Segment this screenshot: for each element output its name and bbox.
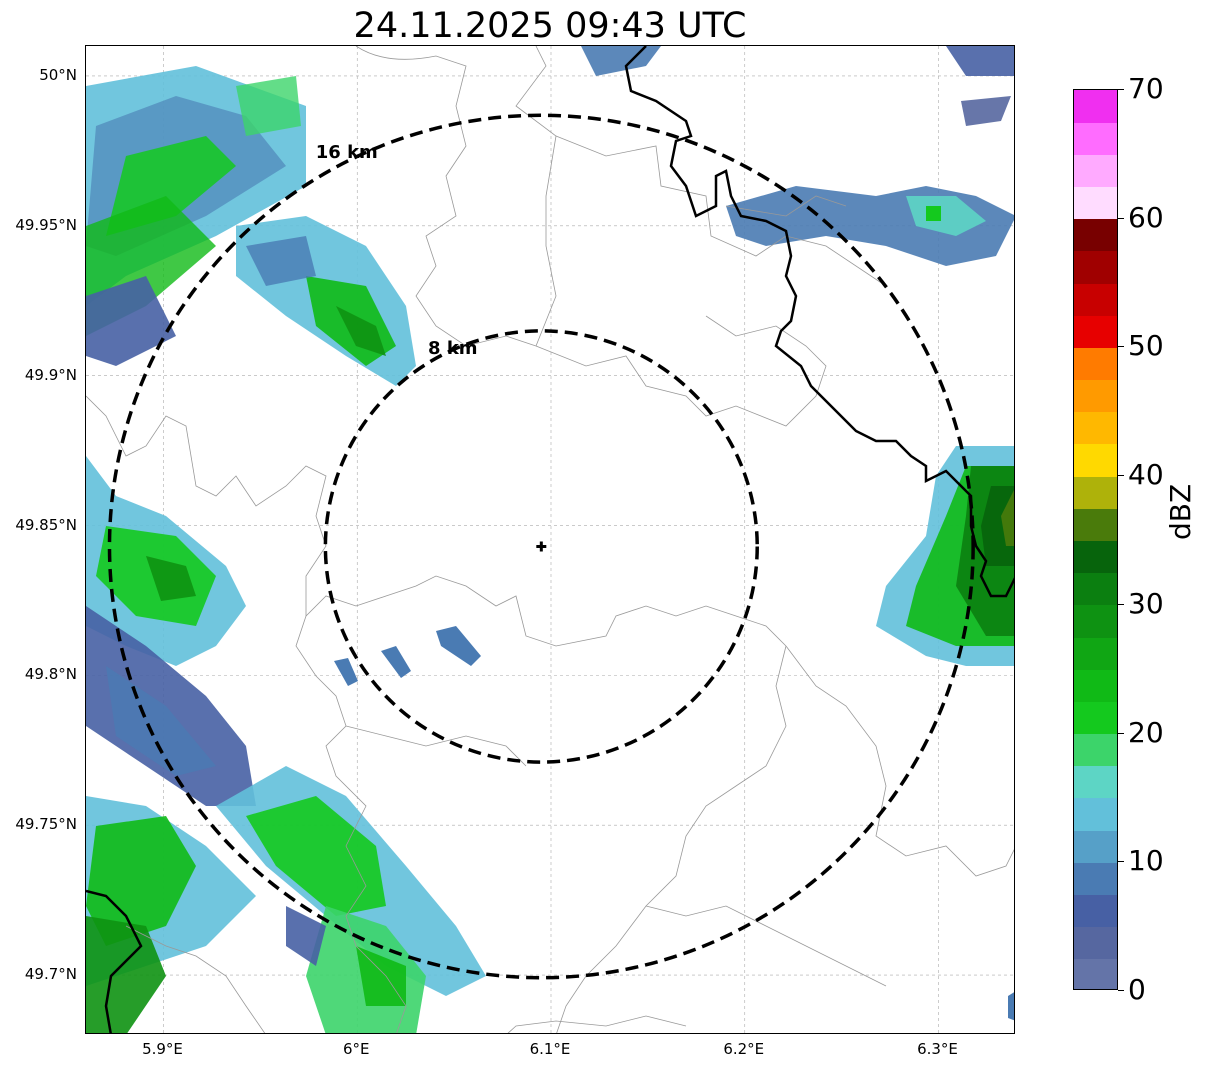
colorbar-tick-label: 70	[1128, 72, 1164, 105]
echo-cluster-northwest	[86, 66, 306, 366]
colorbar-bin	[1074, 701, 1117, 735]
colorbar-bin	[1074, 476, 1117, 509]
colorbar-bin	[1074, 765, 1117, 799]
colorbar-bin	[1074, 379, 1117, 413]
colorbar-tick-label: 30	[1128, 586, 1164, 620]
colorbar-bin	[1074, 540, 1117, 574]
echo-cluster-southwest	[86, 766, 486, 1033]
latitude-tick-label: 49.95°N	[15, 215, 77, 234]
colorbar-bin	[1074, 604, 1117, 638]
latitude-tick-label: 49.9°N	[24, 365, 77, 384]
colorbar-bin	[1074, 894, 1117, 928]
colorbar-bin	[1074, 443, 1117, 477]
colorbar-tick-mark	[1118, 475, 1124, 477]
map-title: 24.11.2025 09:43 UTC	[353, 6, 747, 46]
echo-cluster-center-small	[334, 626, 1014, 1021]
latitude-tick-label: 49.75°N	[15, 815, 77, 834]
colorbar-tick-label: 50	[1128, 329, 1164, 363]
colorbar-bin	[1074, 218, 1117, 252]
colorbar-bin	[1074, 926, 1117, 960]
longitude-tick-label: 6.2°E	[723, 1040, 765, 1058]
colorbar-bin	[1074, 669, 1117, 702]
colorbar-tick-label: 60	[1128, 200, 1164, 234]
colorbar-tick-mark	[1118, 603, 1124, 605]
radar-map-canvas	[86, 46, 1014, 1033]
colorbar-bin	[1074, 637, 1117, 670]
colorbar-tick-mark	[1118, 732, 1124, 734]
range-ring-label: 8 km	[428, 338, 478, 360]
range-ring-label: 16 km	[315, 142, 378, 164]
latitude-tick-label: 49.7°N	[24, 965, 77, 984]
colorbar-bin	[1074, 283, 1117, 316]
longitude-tick-label: 6.1°E	[529, 1040, 571, 1058]
range-ring-16km	[107, 113, 975, 980]
colorbar-tick-mark	[1118, 217, 1124, 219]
latitude-tick-label: 49.8°N	[24, 665, 77, 684]
colorbar-tick-mark	[1118, 89, 1124, 90]
colorbar-bin	[1074, 733, 1117, 767]
colorbar-bin	[1074, 154, 1117, 188]
colorbar-bin	[1074, 830, 1117, 863]
colorbar-tick-label: 10	[1128, 844, 1164, 878]
latitude-tick-label: 49.85°N	[15, 515, 77, 534]
colorbar-tick-mark	[1118, 346, 1124, 348]
colorbar-tick-label: 0	[1128, 973, 1146, 1006]
colorbar-tick-mark	[1118, 990, 1124, 991]
colorbar-bin	[1074, 508, 1117, 541]
radar-site-marker	[536, 541, 547, 552]
colorbar-bin	[1074, 250, 1117, 284]
radar-map	[85, 45, 1015, 1034]
colorbar-bin	[1074, 572, 1117, 606]
longitude-tick-label: 5.9°E	[142, 1040, 183, 1058]
colorbar-bin	[1074, 315, 1117, 348]
echo-cluster-north-center	[236, 216, 416, 386]
colorbar-bin	[1074, 90, 1117, 123]
dbz-colorbar	[1073, 89, 1118, 990]
colorbar-tick-label: 40	[1128, 458, 1164, 492]
colorbar-bin	[1074, 958, 1117, 989]
colorbar-bin	[1074, 122, 1117, 155]
echo-cluster-east	[876, 446, 1014, 666]
latitude-tick-label: 50°N	[39, 65, 77, 84]
range-rings	[107, 113, 975, 980]
colorbar-bin	[1074, 797, 1117, 831]
colorbar-bin	[1074, 347, 1117, 381]
echo-cluster-northeast	[581, 46, 1014, 266]
echo-cluster-west	[86, 456, 256, 806]
colorbar-tick-mark	[1118, 861, 1124, 863]
colorbar-bin	[1074, 862, 1117, 895]
colorbar-label: dBZ	[1164, 483, 1197, 540]
colorbar-bin	[1074, 411, 1117, 445]
longitude-tick-label: 6°E	[342, 1040, 370, 1058]
longitude-tick-label: 6.3°E	[917, 1040, 958, 1058]
colorbar-bin	[1074, 186, 1117, 220]
radar-echoes	[86, 46, 1014, 1033]
colorbar-tick-label: 20	[1128, 715, 1164, 749]
